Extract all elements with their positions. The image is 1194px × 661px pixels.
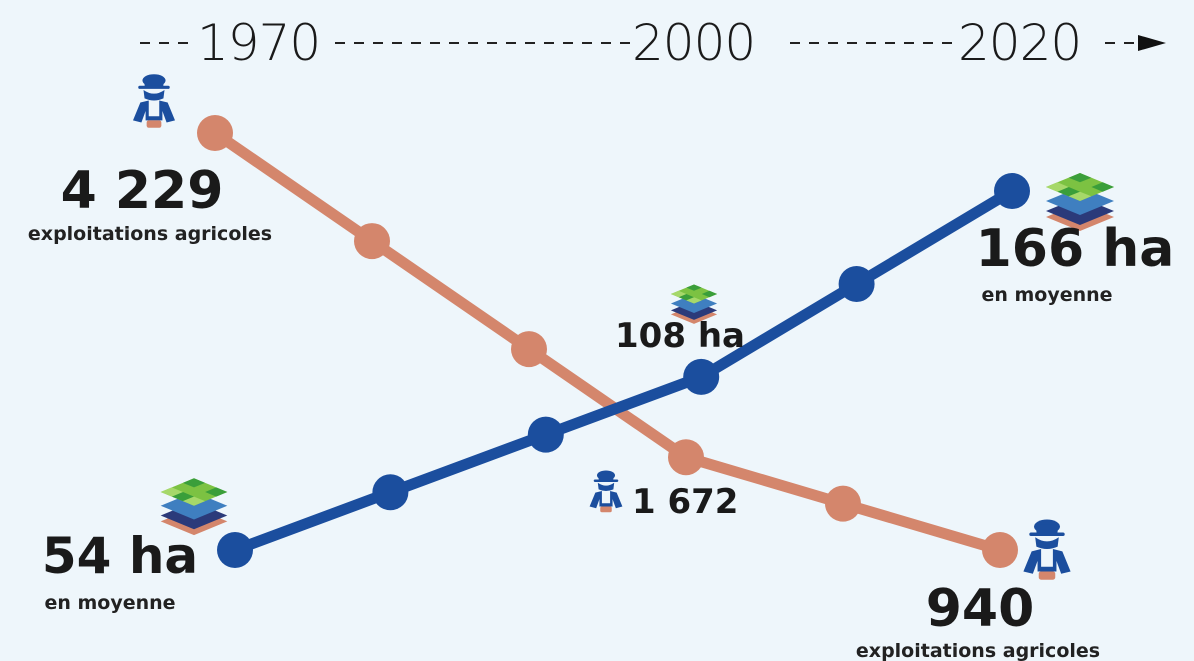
size-mid-value: 108 ha (615, 316, 745, 356)
farmer-icon (133, 74, 175, 128)
farms-point (668, 439, 704, 476)
farms-start-value: 4 229 (61, 161, 224, 221)
farms-start-caption: exploitations agricoles (28, 223, 272, 245)
size-start-value: 54 ha (42, 527, 198, 585)
size-point (994, 173, 1030, 209)
year-label-end: 2020 (958, 14, 1081, 72)
size-point (838, 265, 875, 302)
size-end-caption: en moyenne (981, 284, 1112, 306)
timeline: 1970 2000 2020 (140, 14, 1166, 72)
size-series-line (229, 185, 1018, 556)
farms-end-caption: exploitations agricoles (856, 640, 1100, 661)
size-start-caption: en moyenne (44, 592, 175, 614)
farms-point (825, 485, 861, 522)
year-label-start: 1970 (197, 14, 320, 72)
farms-series-line (209, 127, 1006, 556)
size-end-value: 166 ha (976, 219, 1175, 279)
size-point (683, 358, 720, 395)
timeline-arrow-icon (1138, 35, 1166, 51)
farms-end-value: 940 (926, 579, 1035, 639)
farms-point (354, 223, 390, 260)
year-label-mid: 2000 (632, 14, 755, 72)
farms-point (982, 532, 1018, 568)
farmer-icon (1023, 519, 1071, 580)
size-point (217, 532, 253, 568)
farmer-icon (589, 470, 623, 513)
farms-point (511, 331, 547, 368)
farms-mid-value: 1 672 (632, 482, 738, 522)
size-point (372, 474, 409, 511)
size-point (527, 416, 564, 453)
farms-point (197, 115, 233, 151)
